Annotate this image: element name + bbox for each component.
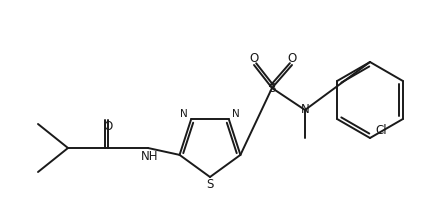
- Text: S: S: [268, 81, 276, 95]
- Text: O: O: [249, 52, 259, 65]
- Text: O: O: [287, 52, 297, 65]
- Text: O: O: [103, 121, 113, 133]
- Text: NH: NH: [141, 149, 159, 163]
- Text: N: N: [232, 109, 240, 119]
- Text: Cl: Cl: [375, 125, 387, 137]
- Text: N: N: [181, 109, 188, 119]
- Text: N: N: [301, 103, 309, 117]
- Text: S: S: [207, 178, 214, 190]
